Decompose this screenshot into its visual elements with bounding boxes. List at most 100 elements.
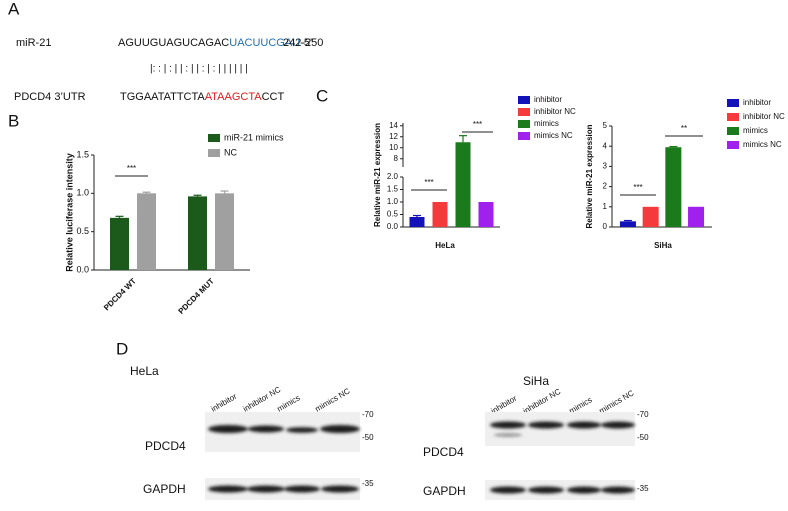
marker: -50 <box>362 433 374 442</box>
lane-label: inhibitor <box>210 392 239 414</box>
mirna-seq: AGUUGUAGUCAGACUACUUCGAU-5’ <box>118 37 312 49</box>
legend-swatch <box>727 127 739 135</box>
bar <box>619 221 636 227</box>
bar <box>409 217 425 227</box>
significance-label: *** <box>424 178 433 187</box>
bar <box>432 202 448 227</box>
marker: -70 <box>637 410 649 419</box>
y-tick-label: 1.0 <box>76 188 89 198</box>
bands <box>490 421 635 437</box>
y-tick-label: 2.0 <box>387 172 399 181</box>
bar <box>688 206 705 227</box>
y-tick-label: 0.0 <box>387 222 399 231</box>
legend-swatch <box>727 113 739 121</box>
significance-label: *** <box>633 183 642 192</box>
lane-label: mimics <box>276 393 302 413</box>
marker: -70 <box>362 410 374 419</box>
y-tick-label: 0.5 <box>387 210 399 219</box>
lane-label: mimics NC <box>598 388 636 415</box>
y-tick-label: 5 <box>603 121 608 130</box>
seq-part: AGUUGUAGUCAGAC <box>118 37 229 49</box>
protein-label: PDCD4 <box>145 439 186 453</box>
significance-label: ** <box>681 124 687 133</box>
legend-swatch <box>727 141 739 149</box>
legend-label: mimics <box>534 119 559 128</box>
seq-site: ATAAGCTA <box>205 91 263 103</box>
y-tick-label: 14 <box>389 121 398 130</box>
significance-label: *** <box>127 164 136 173</box>
x-axis-label: HeLa <box>435 241 455 250</box>
lane-label: inhibitor NC <box>522 387 563 416</box>
legend-label: mimics <box>743 126 768 135</box>
legend-label: NC <box>224 147 237 157</box>
position: 242-250 <box>283 37 323 49</box>
bar <box>188 196 207 270</box>
y-tick-label: 0.5 <box>76 226 89 236</box>
marker: -50 <box>637 433 649 442</box>
y-axis-label: Relative luciferase intensity <box>64 153 74 272</box>
y-tick-label: 0 <box>603 222 608 231</box>
marker: -35 <box>362 479 374 488</box>
control-label: GAPDH <box>143 482 186 496</box>
panel-label: A <box>8 0 20 18</box>
legend-swatch <box>518 96 530 104</box>
legend-swatch <box>727 99 739 107</box>
y-axis-label: Relative miR-21 expression <box>373 123 382 227</box>
bar <box>665 147 682 227</box>
panel-label: D <box>116 339 128 358</box>
y-axis-label: Relative miR-21 expression <box>585 124 594 228</box>
legend-label: mimics NC <box>534 131 573 140</box>
marker: -35 <box>637 484 649 493</box>
bar <box>137 193 156 270</box>
control-label: GAPDH <box>423 484 466 498</box>
bands <box>208 485 359 493</box>
y-tick-label: 1.5 <box>76 149 89 159</box>
blot <box>485 412 635 446</box>
y-tick-label: 1 <box>603 202 608 211</box>
legend-swatch <box>518 132 530 140</box>
x-axis-label: SiHa <box>654 241 672 250</box>
y-tick-label: 3 <box>603 162 608 171</box>
panel-label: B <box>8 111 19 130</box>
y-tick-label: 1.0 <box>387 197 399 206</box>
legend-label: inhibitor <box>743 98 771 107</box>
legend-swatch <box>208 149 220 157</box>
lane-label: inhibitor NC <box>242 385 283 414</box>
bar <box>110 217 129 270</box>
cell-line: HeLa <box>130 364 159 378</box>
legend-label: inhibitor NC <box>743 112 785 121</box>
y-tick-label: 8 <box>394 154 399 163</box>
legend-swatch <box>518 108 530 116</box>
bands <box>208 425 360 433</box>
legend-swatch <box>518 120 530 128</box>
bar <box>455 142 471 227</box>
x-tick-label: PDCD4 WT <box>102 276 138 312</box>
significance-label: *** <box>473 120 482 129</box>
y-tick-label: 1.5 <box>387 185 399 194</box>
bar <box>642 206 659 227</box>
y-tick-label: 10 <box>389 143 398 152</box>
y-tick-label: 4 <box>603 141 608 150</box>
legend-label: mimics NC <box>743 140 782 149</box>
seq-part: CCT <box>262 91 285 103</box>
seq-seed: UACUUCGAU <box>229 37 300 49</box>
lane-label: mimics NC <box>314 386 352 413</box>
bands <box>490 486 635 494</box>
seq-part: TGGAATATTCTA <box>120 91 205 103</box>
seq-part: -5’ <box>300 37 312 49</box>
y-tick-label: 0.0 <box>76 264 89 274</box>
legend-label: inhibitor NC <box>534 107 576 116</box>
legend-label: miR-21 mimics <box>224 132 284 142</box>
target-label: PDCD4 3’UTR <box>14 91 86 103</box>
bar <box>215 193 234 270</box>
y-tick-label: 12 <box>389 132 398 141</box>
cell-line: SiHa <box>523 374 549 388</box>
protein-label: PDCD4 <box>423 445 464 459</box>
legend-label: inhibitor <box>534 95 562 104</box>
mirna-label: miR-21 <box>16 37 51 49</box>
panel-label: C <box>316 86 328 105</box>
target-seq: TGGAATATTCTAATAAGCTACCT <box>120 91 284 103</box>
y-tick-label: 2 <box>603 182 608 191</box>
x-tick-label: PDCD4 MUT <box>177 276 216 315</box>
